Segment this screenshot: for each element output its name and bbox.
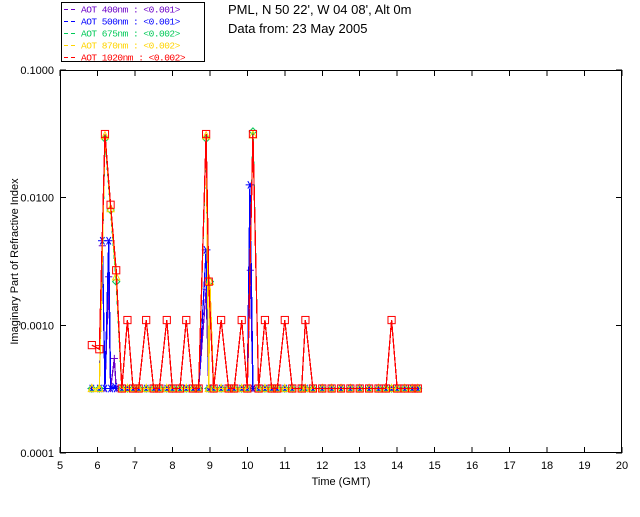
svg-text:10: 10 [241, 460, 253, 472]
svg-text:15: 15 [429, 460, 441, 472]
svg-text:17: 17 [503, 460, 515, 472]
svg-text:6: 6 [94, 460, 100, 472]
svg-text:PML, N 50 22', W 04 08', Alt 0: PML, N 50 22', W 04 08', Alt 0m [228, 2, 411, 17]
svg-text:AOT 870nm : <0.002>: AOT 870nm : <0.002> [81, 41, 181, 52]
svg-text:0.1000: 0.1000 [20, 65, 54, 77]
svg-text:AOT 675nm : <0.002>: AOT 675nm : <0.002> [81, 29, 181, 40]
svg-text:0.0100: 0.0100 [20, 193, 54, 205]
svg-text:AOT 1020nm : <0.002>: AOT 1020nm : <0.002> [81, 53, 186, 64]
svg-text:Imaginary Part of Refractive I: Imaginary Part of Refractive Index [9, 178, 21, 345]
svg-text:9: 9 [207, 460, 213, 472]
svg-text:AOT 400nm : <0.001>: AOT 400nm : <0.001> [81, 5, 181, 16]
svg-text:14: 14 [391, 460, 403, 472]
svg-text:8: 8 [169, 460, 175, 472]
svg-text:AOT 500nm : <0.001>: AOT 500nm : <0.001> [81, 17, 181, 28]
svg-text:12: 12 [316, 460, 328, 472]
svg-text:18: 18 [541, 460, 553, 472]
svg-text:16: 16 [466, 460, 478, 472]
svg-text:13: 13 [354, 460, 366, 472]
svg-text:20: 20 [616, 460, 628, 472]
svg-text:7: 7 [132, 460, 138, 472]
svg-text:Time (GMT): Time (GMT) [312, 476, 371, 488]
svg-text:0.0001: 0.0001 [20, 448, 54, 460]
svg-text:0.0010: 0.0010 [20, 320, 54, 332]
svg-text:5: 5 [57, 460, 63, 472]
svg-text:Data from: 23 May 2005: Data from: 23 May 2005 [228, 21, 367, 36]
svg-text:19: 19 [578, 460, 590, 472]
svg-text:11: 11 [279, 460, 290, 472]
